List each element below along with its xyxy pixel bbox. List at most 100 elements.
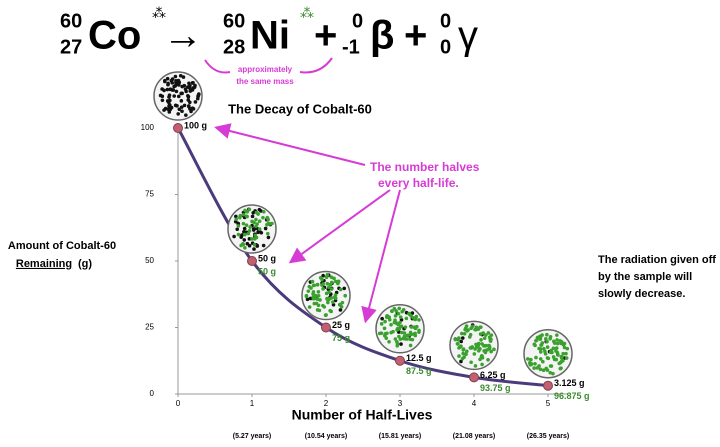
co-mass: 60 bbox=[60, 10, 82, 32]
atom-dot bbox=[459, 359, 463, 364]
atom-dot bbox=[171, 88, 176, 92]
ni-number: 28 bbox=[223, 36, 245, 58]
atom-dot bbox=[324, 291, 329, 296]
atom-dot bbox=[487, 346, 492, 351]
atom-dot bbox=[482, 336, 487, 341]
atom-dot bbox=[477, 346, 482, 351]
atom-dot bbox=[306, 289, 311, 293]
atom-dot bbox=[545, 345, 550, 349]
atom-dot bbox=[564, 356, 569, 360]
atom-dot bbox=[413, 326, 418, 331]
atom-dot bbox=[462, 331, 467, 336]
atom-dot bbox=[551, 355, 556, 359]
atom-dot bbox=[480, 342, 484, 346]
atom-dot bbox=[564, 351, 568, 356]
atom-dot bbox=[170, 81, 175, 85]
atom-dot bbox=[246, 231, 251, 236]
atom-dot bbox=[408, 343, 413, 348]
y-axis-label: Remaining bbox=[16, 258, 72, 270]
atom-dot bbox=[304, 294, 309, 299]
atom-dot bbox=[235, 227, 240, 232]
atom-dot bbox=[312, 301, 317, 306]
atom-dot bbox=[554, 349, 558, 353]
gamma-number: 0 bbox=[440, 36, 451, 58]
atom-dot bbox=[476, 343, 481, 348]
atom-dot bbox=[244, 223, 249, 227]
atom-dot bbox=[555, 333, 559, 337]
atom-dot bbox=[328, 308, 332, 313]
atom-dot bbox=[197, 92, 201, 96]
atom-dot bbox=[483, 348, 488, 353]
sample-circle bbox=[153, 71, 203, 121]
x-axis-label: Number of Half-Lives bbox=[292, 407, 433, 423]
atom-dot bbox=[389, 322, 393, 327]
atom-dot bbox=[247, 243, 252, 248]
atom-dot bbox=[398, 337, 403, 341]
atom-dot bbox=[397, 306, 402, 311]
atom-dot bbox=[266, 235, 271, 240]
atom-dot bbox=[417, 318, 421, 322]
atom-dot bbox=[188, 106, 192, 111]
atom-dot bbox=[315, 308, 320, 312]
y-axis-label: (g) bbox=[78, 258, 92, 270]
atom-dot bbox=[409, 325, 414, 329]
mass-bracket bbox=[204, 57, 333, 74]
y-axis-label: Amount of Cobalt-60 bbox=[8, 240, 116, 252]
atom-dot bbox=[548, 336, 552, 341]
atom-dot bbox=[391, 329, 395, 334]
atom-dot bbox=[465, 349, 469, 354]
atom-dot bbox=[545, 332, 549, 337]
atom-dot bbox=[179, 99, 184, 103]
atom-dot bbox=[257, 227, 262, 231]
atom-dot bbox=[460, 331, 464, 336]
atom-dot bbox=[398, 315, 403, 319]
chart-title: The Decay of Cobalt-60 bbox=[228, 101, 372, 116]
atom-dot bbox=[174, 89, 179, 94]
point bbox=[395, 355, 405, 366]
atom-dot bbox=[554, 357, 559, 362]
atom-dot bbox=[333, 279, 338, 284]
value-label: 100 g bbox=[184, 120, 207, 130]
atom-dot bbox=[263, 226, 268, 231]
atom-dot bbox=[248, 225, 252, 229]
atom-dot bbox=[261, 243, 266, 248]
atom-dot bbox=[408, 330, 413, 335]
atom-dot bbox=[538, 350, 543, 354]
value-label: 25 g bbox=[332, 320, 350, 330]
atom-dot bbox=[309, 286, 313, 290]
atom-dot bbox=[558, 360, 563, 365]
atom-dot bbox=[529, 362, 533, 367]
atom-dot bbox=[184, 113, 188, 117]
atom-dot bbox=[554, 346, 559, 350]
atom-dot bbox=[182, 103, 187, 108]
atom-dot bbox=[538, 347, 543, 351]
atom-dot bbox=[188, 83, 192, 88]
atom-dot bbox=[486, 357, 490, 362]
star: ⁂ bbox=[300, 5, 314, 21]
atom-dot bbox=[339, 304, 344, 309]
atom-dot bbox=[257, 207, 262, 212]
atom-dot bbox=[469, 360, 473, 365]
x-tick-label: 2 bbox=[324, 399, 329, 408]
atom-dot bbox=[318, 276, 323, 280]
equation: 60 27 Co ⁂ → 60 28 Ni ⁂ + 0 -1 β + 0 0 γ… bbox=[60, 5, 478, 86]
atom-dot bbox=[160, 94, 165, 99]
atom-dot bbox=[234, 214, 238, 219]
x-sublabel: (26.35 years) bbox=[527, 433, 569, 440]
atom-dot bbox=[243, 246, 247, 250]
atom-dot bbox=[379, 322, 384, 326]
atom-dot bbox=[383, 319, 387, 324]
atom-dot bbox=[172, 94, 177, 98]
atom-dot bbox=[265, 222, 269, 227]
atom-dot bbox=[560, 356, 564, 360]
annotation: slowly decrease. bbox=[598, 288, 685, 300]
atom-dot bbox=[474, 327, 478, 332]
ni: Ni bbox=[250, 14, 290, 58]
atom-dot bbox=[247, 237, 252, 241]
atom-dot bbox=[170, 77, 175, 81]
sample-circle bbox=[449, 320, 499, 371]
atom-dot bbox=[533, 343, 537, 348]
atom-dot bbox=[387, 317, 392, 322]
atom-dot bbox=[377, 331, 382, 336]
nickel-label: 93.75 g bbox=[480, 383, 511, 393]
